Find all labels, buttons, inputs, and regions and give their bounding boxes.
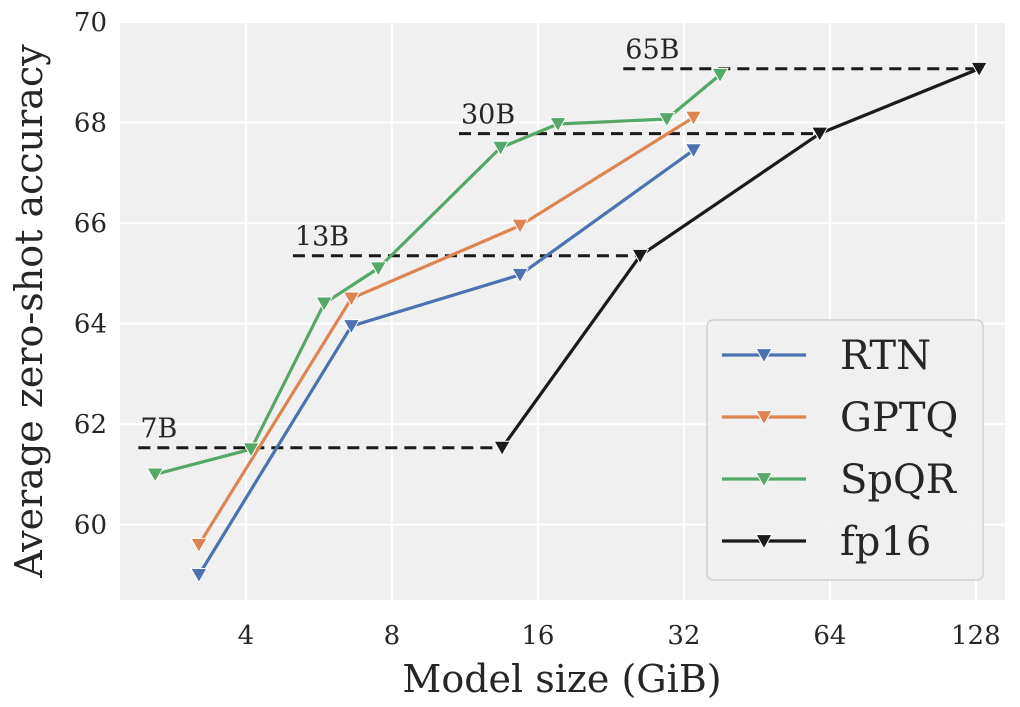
y-tick-label: 70: [74, 8, 107, 38]
data-point: [315, 296, 334, 313]
y-tick-label: 68: [74, 109, 107, 139]
x-tick-label: 64: [813, 621, 846, 651]
y-tick-label: 62: [74, 410, 107, 440]
data-point: [549, 117, 567, 133]
x-tick-label: 128: [951, 621, 1001, 651]
series-line: [197, 148, 695, 576]
reference-label: 13B: [295, 222, 349, 253]
series-line: [500, 67, 980, 449]
series-fp16: [493, 61, 988, 457]
data-point: [657, 112, 676, 128]
legend-box: [706, 319, 984, 581]
legend-marker: [755, 410, 773, 426]
legend-label: SpQR: [840, 457, 958, 503]
data-point: [511, 267, 529, 284]
legend-marker: [755, 472, 773, 488]
y-tick-label: 60: [74, 511, 107, 541]
data-point: [684, 110, 703, 127]
x-tick-label: 4: [238, 621, 255, 651]
series-spqr: [146, 67, 729, 483]
legend-item-spqr: SpQR: [722, 457, 958, 503]
y-axis-title: Average zero-shot accuracy: [7, 44, 51, 579]
legend-label: fp16: [840, 519, 931, 565]
y-tick-labels: 60 62 64 66 68 70: [74, 8, 107, 541]
data-point: [711, 67, 729, 84]
legend-item-rtn: RTN: [722, 333, 931, 379]
series-rtn: [190, 143, 703, 584]
series-gptq: [190, 110, 703, 554]
reference-label: 30B: [461, 100, 515, 131]
data-point: [342, 319, 361, 335]
data-point: [631, 248, 650, 265]
x-tick-labels: 4 8 16 32 64 128: [238, 621, 1001, 651]
data-point: [369, 261, 388, 277]
legend-marker: [755, 534, 773, 550]
legend: RTN GPTQ SpQR fp16: [706, 319, 984, 581]
x-axis-title: Model size (GiB): [402, 657, 721, 701]
y-tick-label: 66: [74, 209, 107, 239]
data-point: [146, 467, 165, 483]
legend-label: RTN: [840, 333, 931, 379]
data-point: [810, 126, 829, 143]
y-tick-label: 64: [74, 310, 107, 340]
data-point: [242, 442, 260, 458]
data-point: [190, 537, 208, 554]
reference-label: 65B: [625, 35, 679, 66]
series-group: [146, 61, 988, 584]
data-point: [493, 440, 511, 457]
data-point: [190, 567, 208, 584]
x-tick-label: 32: [667, 621, 700, 651]
data-point: [684, 143, 703, 159]
legend-label: GPTQ: [840, 395, 958, 441]
series-line: [154, 73, 722, 476]
x-tick-label: 8: [384, 621, 401, 651]
x-tick-label: 16: [521, 621, 554, 651]
data-point: [342, 291, 361, 308]
legend-item-gptq: GPTQ: [722, 395, 958, 441]
legend-marker: [755, 348, 773, 364]
data-point: [970, 61, 988, 78]
data-point: [491, 140, 510, 157]
data-point: [511, 218, 529, 235]
reference-lines: 7B 13B 30B 65B: [138, 35, 980, 450]
reference-label: 7B: [140, 414, 177, 445]
legend-item-fp16: fp16: [722, 519, 931, 565]
series-line: [197, 116, 695, 546]
